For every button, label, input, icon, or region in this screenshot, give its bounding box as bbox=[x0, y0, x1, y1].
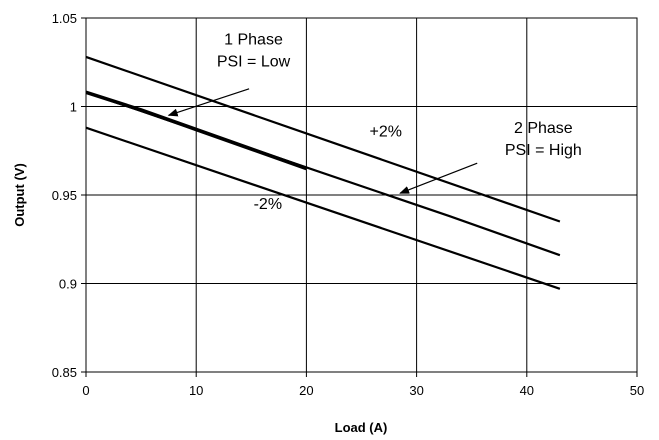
annotations: 1 Phase PSI = Low 2 Phase PSI = High +2% -2% bbox=[167, 32, 582, 213]
annotation-label: -2% bbox=[254, 196, 282, 213]
series-line bbox=[85, 91, 561, 257]
x-tick-label: 50 bbox=[630, 383, 644, 398]
plot-area bbox=[85, 17, 638, 373]
annotation-label: 2 Phase PSI = High bbox=[505, 120, 582, 159]
series-line bbox=[85, 55, 561, 223]
gridlines bbox=[81, 17, 638, 377]
x-tick-label: 10 bbox=[189, 383, 203, 398]
series-line bbox=[85, 126, 561, 290]
y-tick-label: 0.95 bbox=[52, 188, 77, 203]
tick-labels: 0 10 20 30 40 50 0.85 0.9 0.95 1 1.05 bbox=[52, 11, 645, 398]
x-tick-label: 0 bbox=[82, 383, 89, 398]
y-tick-label: 0.85 bbox=[52, 365, 77, 380]
annotation-arrow bbox=[167, 88, 250, 117]
annotation-arrow bbox=[399, 162, 478, 194]
x-axis-title: Load (A) bbox=[335, 420, 388, 435]
x-tick-label: 40 bbox=[520, 383, 534, 398]
y-tick-label: 0.9 bbox=[59, 277, 77, 292]
data-series bbox=[85, 55, 561, 290]
y-tick-label: 1.05 bbox=[52, 11, 77, 26]
annotation-label: +2% bbox=[370, 124, 402, 141]
y-tick-label: 1 bbox=[70, 100, 77, 115]
annotation-label: 1 Phase PSI = Low bbox=[217, 32, 291, 71]
x-tick-label: 30 bbox=[409, 383, 423, 398]
y-axis-title: Output (V) bbox=[12, 163, 27, 227]
x-tick-label: 20 bbox=[299, 383, 313, 398]
